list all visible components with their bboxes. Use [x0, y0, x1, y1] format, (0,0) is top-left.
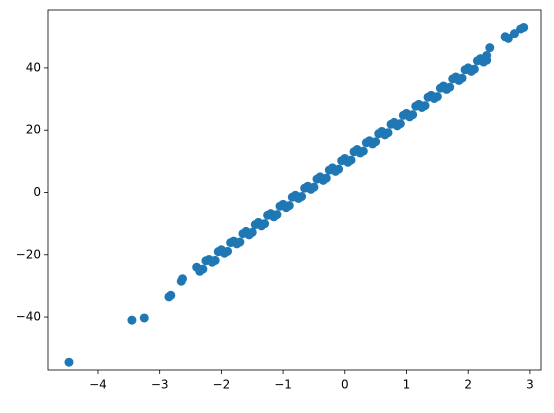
point — [442, 84, 452, 94]
point — [127, 315, 137, 325]
point — [331, 166, 341, 176]
point — [139, 313, 149, 323]
point — [516, 24, 526, 34]
point — [64, 357, 74, 367]
point — [503, 33, 513, 43]
x-tick-label: −4 — [89, 378, 107, 392]
point — [479, 57, 489, 67]
point — [256, 221, 266, 231]
x-tick-label: 3 — [526, 378, 534, 392]
y-tick-label: 0 — [33, 185, 41, 199]
point — [207, 257, 217, 267]
point — [485, 43, 495, 53]
x-tick-label: 0 — [341, 378, 349, 392]
point — [405, 112, 415, 122]
x-tick-label: −1 — [274, 378, 292, 392]
point — [318, 175, 328, 185]
x-tick-label: −3 — [151, 378, 169, 392]
y-tick-label: −20 — [16, 247, 41, 261]
point — [178, 274, 188, 284]
point — [368, 139, 378, 149]
point — [429, 93, 439, 103]
point — [454, 75, 464, 85]
point — [466, 66, 476, 76]
point — [232, 239, 242, 249]
x-tick-label: −2 — [213, 378, 231, 392]
point — [306, 184, 316, 194]
point — [269, 212, 279, 222]
point — [195, 266, 205, 276]
point — [417, 102, 427, 112]
plot-frame — [47, 9, 542, 371]
point — [343, 157, 353, 167]
point — [294, 193, 304, 203]
point — [380, 130, 390, 140]
point — [281, 203, 291, 213]
x-tick-label: 2 — [464, 378, 472, 392]
x-tick-label: 1 — [403, 378, 411, 392]
y-tick-label: −40 — [16, 310, 41, 324]
point — [355, 148, 365, 158]
point — [509, 29, 519, 39]
point — [219, 248, 229, 258]
point — [392, 121, 402, 131]
y-tick-label: 40 — [26, 60, 41, 74]
y-tick-label: 20 — [26, 123, 41, 137]
point — [166, 290, 176, 300]
point — [244, 230, 254, 240]
